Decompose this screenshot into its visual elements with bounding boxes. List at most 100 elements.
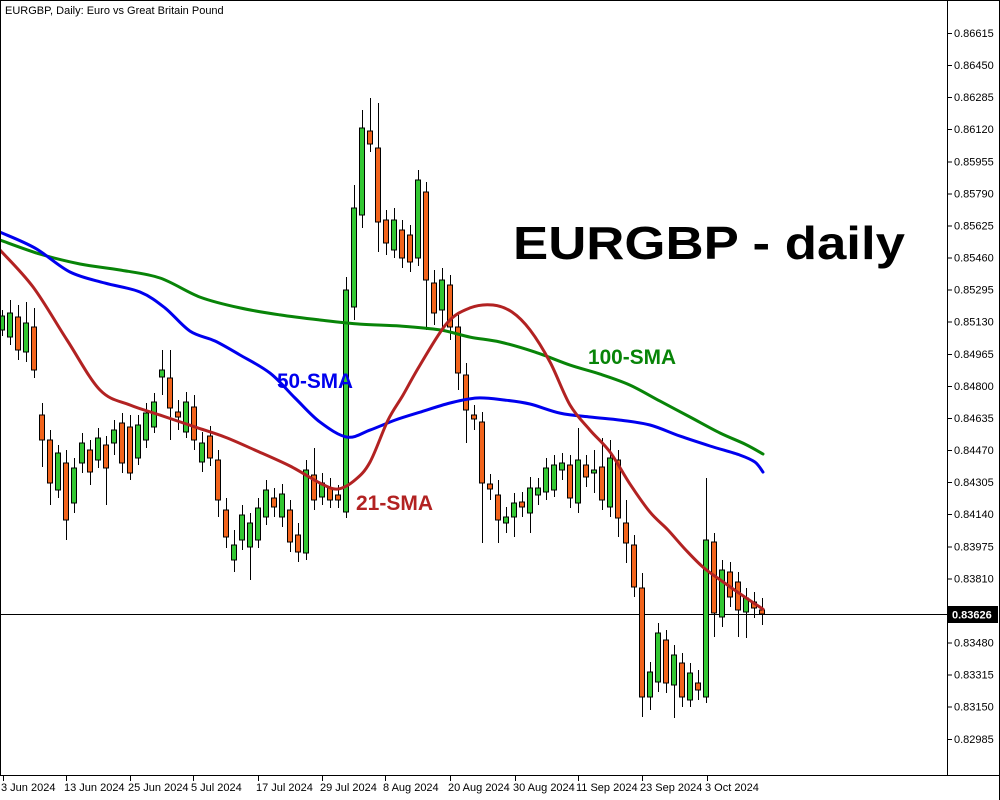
candle[interactable] xyxy=(31,326,37,371)
candle[interactable] xyxy=(719,569,725,618)
candle[interactable] xyxy=(215,459,221,501)
candle[interactable] xyxy=(79,442,85,464)
price-axis-label: 0.84305 xyxy=(954,477,994,489)
candle[interactable] xyxy=(471,414,477,420)
candle[interactable] xyxy=(199,442,205,463)
price-axis-label: 0.85460 xyxy=(954,253,994,265)
candle[interactable] xyxy=(343,289,349,513)
candle[interactable] xyxy=(527,487,533,514)
candle[interactable] xyxy=(127,426,133,474)
candle[interactable] xyxy=(535,487,541,496)
candle[interactable] xyxy=(695,682,701,691)
candle[interactable] xyxy=(591,469,597,474)
candle[interactable] xyxy=(55,452,61,491)
candle[interactable] xyxy=(663,639,669,684)
price-axis-label: 0.86615 xyxy=(954,28,994,40)
candle[interactable] xyxy=(103,444,109,469)
candle[interactable] xyxy=(7,312,13,338)
candle[interactable] xyxy=(655,632,661,683)
candle[interactable] xyxy=(87,449,93,473)
candle[interactable] xyxy=(759,609,765,615)
candle[interactable] xyxy=(623,522,629,544)
candle[interactable] xyxy=(303,469,309,554)
candle[interactable] xyxy=(671,654,677,686)
candle[interactable] xyxy=(231,544,237,561)
candle[interactable] xyxy=(583,464,589,478)
candle[interactable] xyxy=(559,462,565,471)
candle[interactable] xyxy=(351,207,357,308)
candle[interactable] xyxy=(367,130,373,145)
candle[interactable] xyxy=(463,374,469,411)
candle[interactable] xyxy=(207,435,213,459)
candle[interactable] xyxy=(119,422,125,464)
candle[interactable] xyxy=(615,459,621,519)
candle[interactable] xyxy=(271,497,277,508)
candle[interactable] xyxy=(599,466,605,501)
candle[interactable] xyxy=(15,316,21,351)
candle[interactable] xyxy=(647,671,653,698)
candle[interactable] xyxy=(551,464,557,491)
candle[interactable] xyxy=(135,424,141,459)
candle[interactable] xyxy=(175,411,181,418)
candle[interactable] xyxy=(159,369,165,378)
candle[interactable] xyxy=(279,493,285,518)
candle[interactable] xyxy=(239,514,245,541)
candle[interactable] xyxy=(639,587,645,698)
candle[interactable] xyxy=(23,322,29,353)
candle[interactable] xyxy=(39,414,45,441)
candle[interactable] xyxy=(47,439,53,484)
candle[interactable] xyxy=(431,282,437,314)
candle[interactable] xyxy=(543,467,549,493)
price-axis-label: 0.84140 xyxy=(954,509,994,521)
candle[interactable] xyxy=(143,412,149,441)
candles-layer[interactable] xyxy=(0,97,765,718)
candle[interactable] xyxy=(679,662,685,698)
candle[interactable] xyxy=(511,502,517,518)
candle[interactable] xyxy=(495,494,501,521)
candle[interactable] xyxy=(607,457,613,508)
sma-line-21-sma xyxy=(0,248,765,611)
candle[interactable] xyxy=(487,483,493,490)
candle[interactable] xyxy=(455,326,461,374)
candle[interactable] xyxy=(183,401,189,433)
price-axis-label: 0.86120 xyxy=(954,124,994,136)
candle[interactable] xyxy=(311,474,317,501)
candle[interactable] xyxy=(703,539,709,698)
candle[interactable] xyxy=(0,315,5,331)
candle[interactable] xyxy=(567,464,573,499)
candle[interactable] xyxy=(735,581,741,611)
candle[interactable] xyxy=(111,429,117,444)
candle[interactable] xyxy=(167,377,173,409)
time-axis[interactable]: 3 Jun 2024 13 Jun 2024 25 Jun 2024 5 Jul 20… xyxy=(0,775,1000,794)
candle[interactable] xyxy=(223,509,229,538)
candle[interactable] xyxy=(519,501,525,508)
candle[interactable] xyxy=(287,509,293,543)
candle[interactable] xyxy=(631,544,637,588)
candle[interactable] xyxy=(447,284,453,328)
candle[interactable] xyxy=(439,279,445,311)
candle[interactable] xyxy=(263,489,269,518)
time-axis-label: 8 Aug 2024 xyxy=(383,782,439,794)
candle[interactable] xyxy=(63,462,69,521)
candle[interactable] xyxy=(391,219,397,251)
candle[interactable] xyxy=(399,229,405,259)
candle[interactable] xyxy=(295,534,301,553)
candle[interactable] xyxy=(503,516,509,524)
candle[interactable] xyxy=(375,147,381,223)
candle[interactable] xyxy=(95,437,101,461)
candle[interactable] xyxy=(479,421,485,484)
candle[interactable] xyxy=(71,467,77,504)
candle[interactable] xyxy=(191,406,197,441)
candle[interactable] xyxy=(407,234,413,263)
candle[interactable] xyxy=(255,507,261,541)
candle[interactable] xyxy=(423,191,429,281)
candle[interactable] xyxy=(687,672,693,701)
candle[interactable] xyxy=(415,179,421,259)
candle[interactable] xyxy=(383,219,389,244)
candle[interactable] xyxy=(359,127,365,216)
candle[interactable] xyxy=(335,494,341,501)
candle[interactable] xyxy=(575,459,581,504)
candle[interactable] xyxy=(247,522,253,548)
